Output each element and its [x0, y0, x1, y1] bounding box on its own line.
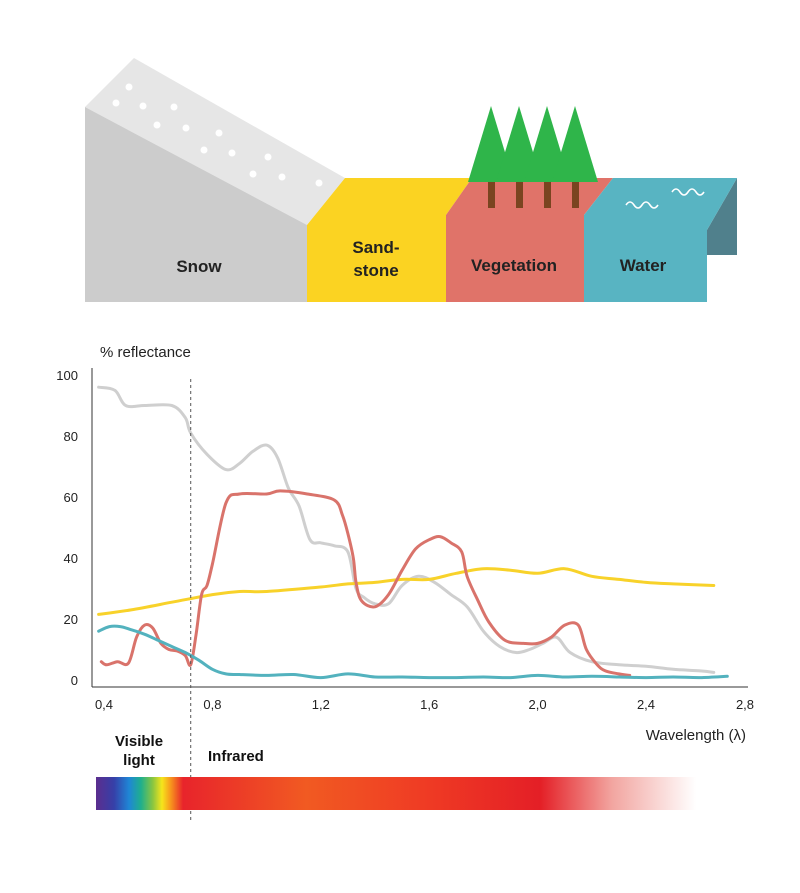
sandstone-label-line2: stone — [353, 261, 398, 280]
x-axis-title: Wavelength (λ) — [646, 727, 746, 744]
x-tick-label: 0,8 — [203, 697, 221, 712]
tree-trunks — [488, 182, 579, 208]
vegetation-reflectance-line — [99, 489, 632, 677]
y-tick-label: 20 — [64, 612, 78, 627]
snow-label: Snow — [176, 257, 222, 276]
snow-slope-top — [85, 58, 345, 225]
wave-icon — [625, 188, 705, 209]
snow-dots — [112, 83, 323, 187]
y-axis-title: % reflectance — [100, 344, 191, 361]
visible-light-label-line2: light — [123, 752, 155, 769]
series-lines — [97, 385, 729, 680]
y-tick-label: 60 — [64, 490, 78, 505]
trees — [468, 106, 598, 182]
spectrum-bar — [96, 777, 696, 810]
vegetation-block — [446, 178, 613, 302]
snow-reflectance-line — [97, 385, 716, 674]
x-tick-label: 1,6 — [420, 697, 438, 712]
y-tick-label: 0 — [71, 673, 78, 688]
sandstone-block — [307, 178, 472, 302]
x-tick-label: 2,4 — [637, 697, 655, 712]
water-side — [707, 178, 737, 255]
snow-block — [85, 107, 307, 302]
visible-light-label-line1: Visible — [115, 733, 163, 750]
surfaces-illustration: Snow Sand- stone Vegetation Water — [85, 58, 737, 302]
infrared-label: Infrared — [208, 748, 264, 765]
water-label: Water — [620, 256, 667, 275]
vegetation-label: Vegetation — [471, 256, 557, 275]
sandstone-reflectance-line — [97, 567, 716, 616]
y-tick-label: 80 — [64, 429, 78, 444]
sandstone-label-line1: Sand- — [352, 238, 399, 257]
x-tick-labels: 0,4 0,8 1,2 1,6 2,0 2,4 2,8 — [95, 697, 754, 712]
water-block — [584, 178, 737, 302]
x-tick-label: 2,0 — [529, 697, 547, 712]
x-tick-label: 0,4 — [95, 697, 113, 712]
y-tick-labels: 0 20 40 60 80 100 — [56, 368, 78, 688]
x-tick-label: 1,2 — [312, 697, 330, 712]
y-tick-label: 100 — [56, 368, 78, 383]
x-tick-label: 2,8 — [736, 697, 754, 712]
water-reflectance-line — [97, 624, 729, 680]
y-tick-label: 40 — [64, 551, 78, 566]
